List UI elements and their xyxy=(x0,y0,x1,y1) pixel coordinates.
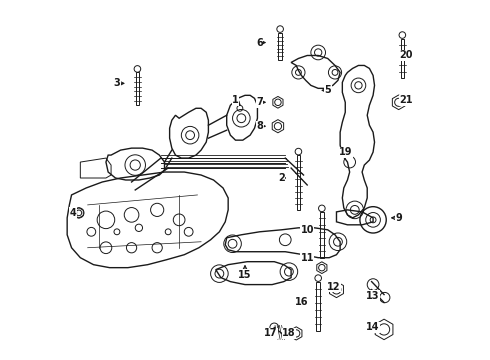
Text: 16: 16 xyxy=(294,297,308,306)
Text: 6: 6 xyxy=(256,37,263,48)
Text: 19: 19 xyxy=(339,147,353,157)
Text: 15: 15 xyxy=(238,270,252,280)
Text: 13: 13 xyxy=(367,291,380,301)
Text: 17: 17 xyxy=(264,328,277,338)
Text: 5: 5 xyxy=(324,85,331,95)
Text: 3: 3 xyxy=(114,78,121,88)
Text: 14: 14 xyxy=(367,323,380,332)
Text: 2: 2 xyxy=(278,173,285,183)
Text: 8: 8 xyxy=(256,121,263,131)
Text: 18: 18 xyxy=(282,328,296,338)
Text: 12: 12 xyxy=(327,282,340,292)
Text: 1: 1 xyxy=(232,95,239,105)
Text: 9: 9 xyxy=(395,213,402,223)
Text: 11: 11 xyxy=(300,253,314,263)
Text: 4: 4 xyxy=(70,208,76,218)
Text: 21: 21 xyxy=(399,95,413,105)
Text: 10: 10 xyxy=(300,225,314,235)
Text: 20: 20 xyxy=(399,50,413,60)
Text: 7: 7 xyxy=(256,97,263,107)
